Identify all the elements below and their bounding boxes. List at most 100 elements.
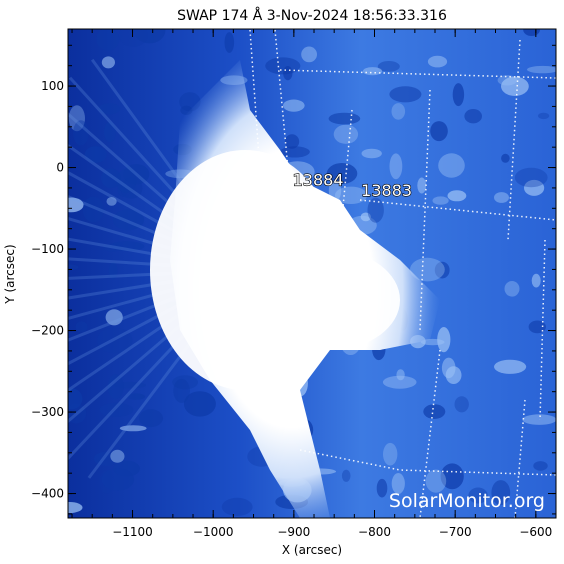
corona-texture-blob [377,61,400,72]
corona-texture-blob [94,451,119,466]
corona-texture-blob [501,76,529,97]
corona-texture-blob [326,163,358,184]
corona-texture-blob [396,369,405,381]
corona-texture-blob [430,121,448,142]
corona-texture-blob [389,86,422,103]
corona-texture-blob [454,396,469,413]
heliographic-grid-line [514,399,526,518]
corona-texture-blob [106,197,117,206]
corona-texture-blob [362,67,383,76]
x-tick-label: −600 [519,525,552,539]
corona-texture-blob [376,478,388,498]
y-tick-label: −200 [31,324,64,338]
corona-texture-blob [99,402,134,417]
y-tick-label: −300 [31,405,64,419]
corona-texture-blob [501,153,510,163]
corona-texture-blob [119,425,147,432]
corona-texture-blob [527,65,556,74]
watermark: SolarMonitor.org [389,490,545,512]
heliographic-grid-line [507,39,521,241]
corona-texture-blob [447,190,467,202]
corona-texture-blob [280,146,310,158]
corona-texture-blob [427,55,448,68]
corona-texture-blob [68,403,87,424]
corona-texture-blob [110,449,125,463]
corona-texture-blob [82,196,104,223]
corona-texture-blob [84,146,107,163]
corona-texture-blob [391,103,406,120]
x-tick-label: −1100 [112,525,153,539]
active-region-label: 13884 [293,170,344,189]
corona-texture-blob [104,121,116,143]
corona-texture-blob [333,124,359,144]
corona-texture-blob [101,56,115,69]
corona-texture-blob [417,177,427,194]
corona-texture-blob [105,309,123,326]
corona-texture-blob [494,192,509,203]
corona-texture-blob [468,487,488,504]
heliographic-grid-line [279,69,556,79]
corona-texture-blob [301,46,317,63]
heliographic-grid-line [359,199,556,221]
corona-texture-blob [75,321,88,333]
corona-texture-blob [283,99,305,112]
corona-texture-blob [133,29,166,44]
corona-texture-blob [68,197,84,213]
y-axis-label: Y (arcsec) [3,244,17,304]
y-tick-label: 100 [41,79,64,93]
corona-texture-blob [438,153,465,178]
corona-texture-blob [68,502,83,513]
corona-texture-blob [528,320,546,334]
corona-texture-blob [68,264,79,271]
corona-texture-blob [531,273,541,288]
corona-texture-blob [432,196,449,205]
corona-texture-blob [334,186,368,204]
corona-texture-blob [139,409,163,428]
corona-texture-blob [123,164,150,185]
corona-texture-blob [109,241,145,252]
corona-texture-blob [434,261,450,279]
corona-texture-blob [103,243,122,252]
solar-image [68,29,556,518]
corona-texture-blob [504,281,520,297]
corona-texture-blob [441,357,456,379]
corona-texture-blob [108,262,118,280]
corona-texture-blob [383,442,398,466]
active-region-labels: 13884 13883 [292,170,413,201]
corona-texture-blob [361,148,382,159]
x-axis: −1100 −1000 −900 −800 −700 −600 [71,29,557,539]
corona-texture-blob [391,473,405,494]
heliographic-grid-line [249,29,263,201]
corona-texture-blob [265,57,301,75]
x-tick-label: −1000 [193,525,234,539]
corona-texture-blob [328,112,361,125]
corona-texture-blob [537,112,550,120]
corona-texture-blob [96,29,120,51]
corona-texture-blob [173,378,190,403]
corona-texture-blob [514,167,548,188]
x-tick-label: −900 [277,525,310,539]
corona-texture-blob [452,83,465,107]
corona-texture-blob [437,327,451,353]
corona-texture-blob [524,179,545,196]
corona-texture-blob [98,103,121,115]
corona-texture-blob [423,404,446,419]
y-tick-label: −100 [31,242,64,256]
corona-texture-blob [425,469,447,493]
corona-texture-blob [112,209,145,231]
corona-texture-blob [127,393,146,400]
corona-texture-blob [118,29,148,47]
corona-texture-blob [494,359,527,374]
y-axis: 100 0 −100 −200 −300 −400 [31,44,556,515]
corona-texture-blob [491,480,511,506]
heliographic-grid-line [539,239,546,421]
corona-texture-blob [341,469,351,482]
corona-texture-blob [523,29,540,36]
corona-texture-blob [367,197,384,223]
heliographic-grid-line [419,349,441,518]
plot-title: SWAP 174 Å 3-Nov-2024 18:56:33.316 [177,7,447,24]
corona-texture-blob [183,391,216,417]
corona-texture-blob [221,497,253,516]
corona-texture-blob [101,468,135,491]
